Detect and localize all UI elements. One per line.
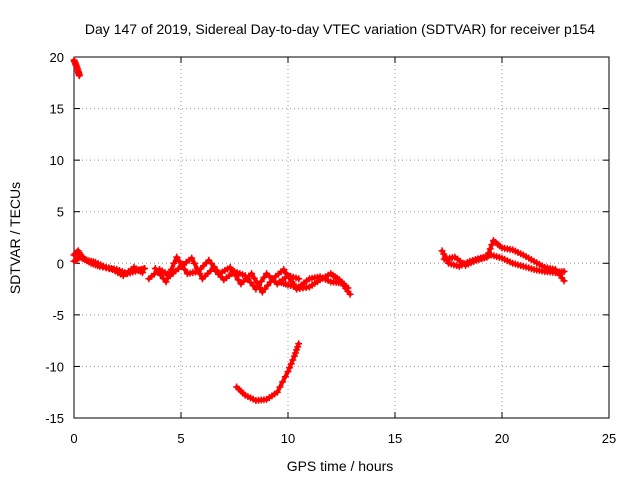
data-point (229, 268, 237, 276)
data-point (138, 269, 146, 277)
data-point (234, 276, 242, 284)
series-arc-g (293, 270, 352, 293)
data-point (105, 265, 113, 273)
data-point (188, 254, 196, 262)
data-point (226, 263, 234, 271)
plot-border (73, 56, 610, 419)
data-point (102, 264, 110, 272)
data-point (167, 265, 175, 273)
data-point (96, 262, 104, 270)
data-series (70, 56, 568, 404)
data-point (284, 368, 292, 376)
data-point (294, 343, 302, 351)
data-point (170, 259, 178, 267)
data-point (141, 264, 149, 272)
data-point (75, 72, 83, 80)
data-point (248, 270, 256, 278)
y-tick-label: 15 (50, 102, 64, 117)
data-point (279, 378, 287, 386)
data-point (483, 253, 491, 261)
data-point (285, 274, 293, 282)
y-tick-label: -10 (45, 359, 64, 374)
y-tick-label: 5 (57, 205, 64, 220)
series-arc-a (70, 56, 83, 80)
data-point (256, 284, 264, 292)
data-point (250, 274, 258, 282)
x-axis-label: GPS time / hours (287, 458, 394, 474)
data-point (260, 273, 268, 281)
y-tick-label: 20 (50, 50, 64, 65)
y-tick-label: 0 (57, 256, 64, 271)
data-point (190, 259, 198, 267)
y-tick-label: 10 (50, 153, 64, 168)
data-point (344, 284, 352, 292)
data-point (99, 263, 107, 271)
data-point (232, 272, 240, 280)
data-point (257, 277, 265, 285)
y-axis-label: SDTVAR / TECUs (7, 182, 23, 294)
data-point (287, 360, 295, 368)
series-arc-c (70, 247, 146, 280)
x-axis-ticks: 0 5 10 15 20 25 (70, 57, 616, 446)
data-point (178, 261, 186, 269)
grid-lines (74, 57, 609, 418)
data-point (289, 356, 297, 364)
x-tick-label: 20 (495, 431, 509, 446)
series-arc-j (440, 237, 568, 285)
y-tick-label: -5 (52, 308, 64, 323)
x-tick-label: 25 (602, 431, 616, 446)
data-point (281, 373, 289, 381)
data-point (295, 275, 303, 283)
data-point (560, 268, 568, 276)
x-tick-label: 5 (177, 431, 184, 446)
data-point (253, 279, 261, 287)
data-point (293, 346, 301, 354)
data-point (276, 383, 284, 391)
y-tick-label: -15 (45, 411, 64, 426)
data-point (560, 277, 568, 285)
data-point (165, 272, 173, 280)
data-point (162, 278, 170, 286)
data-point (295, 340, 303, 348)
data-point (273, 388, 281, 396)
data-point (486, 245, 494, 253)
data-point (282, 270, 290, 278)
series-line (153, 255, 297, 295)
x-tick-label: 10 (281, 431, 295, 446)
data-point (286, 364, 294, 372)
data-point (181, 265, 189, 273)
data-point (173, 253, 181, 261)
data-point (291, 349, 299, 357)
chart-title: Day 147 of 2019, Sidereal Day-to-day VTE… (85, 21, 595, 37)
data-point (280, 265, 288, 273)
data-point (488, 241, 496, 249)
x-tick-label: 15 (388, 431, 402, 446)
data-point (485, 249, 493, 257)
y-axis-ticks: -15 -10 -5 0 5 10 15 20 (45, 50, 609, 426)
x-tick-label: 0 (70, 431, 77, 446)
data-point (290, 352, 298, 360)
data-point (346, 290, 354, 298)
data-point (175, 257, 183, 265)
series-arc-h (233, 340, 303, 404)
